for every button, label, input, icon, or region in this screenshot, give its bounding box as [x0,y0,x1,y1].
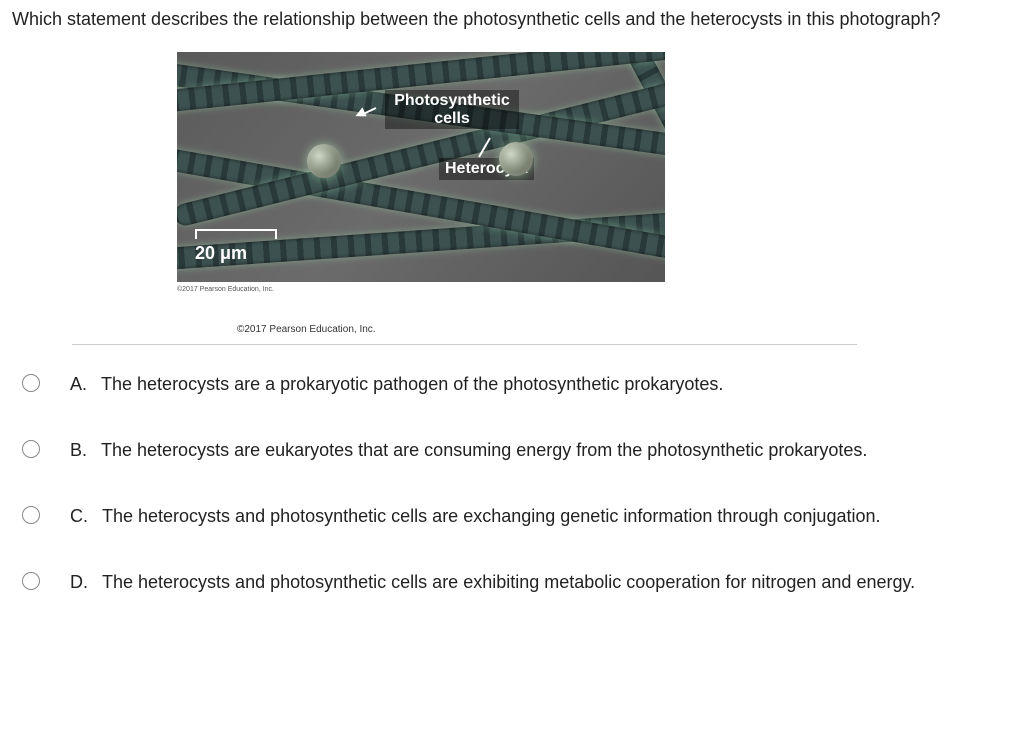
radio-b[interactable] [22,440,40,458]
choice-a: A. The heterocysts are a prokaryotic pat… [12,371,1012,397]
question-text: Which statement describes the relationsh… [12,6,1012,32]
choice-text: The heterocysts are eukaryotes that are … [101,437,992,463]
choice-letter: B. [70,437,87,463]
figure-copyright: ©2017 Pearson Education, Inc. [237,323,1012,338]
choice-d: D. The heterocysts and photosynthetic ce… [12,569,1012,595]
choice-c: C. The heterocysts and photosynthetic ce… [12,503,1012,529]
choice-text: The heterocysts are a prokaryotic pathog… [101,371,992,397]
choice-text: The heterocysts and photosynthetic cells… [102,503,992,529]
divider [72,344,857,345]
scale-text: 20 μm [195,240,277,266]
heterocyst-cell [499,142,533,176]
radio-c[interactable] [22,506,40,524]
choice-b: B. The heterocysts are eukaryotes that a… [12,437,1012,463]
choices-list: A. The heterocysts are a prokaryotic pat… [12,371,1012,595]
choice-letter: A. [70,371,87,397]
choice-text: The heterocysts and photosynthetic cells… [102,569,992,595]
scale-bar: 20 μm [195,229,277,266]
figure-container: Photosynthetic cells Heterocyst 20 μm ©2… [177,52,1012,338]
heterocyst-cell [307,144,341,178]
figure-copyright-tiny: ©2017 Pearson Education, Inc. [177,285,1012,295]
photosynthetic-cells-label: Photosynthetic cells [385,90,519,129]
choice-letter: D. [70,569,88,595]
label-line2: cells [391,110,513,128]
radio-d[interactable] [22,572,40,590]
micrograph-figure: Photosynthetic cells Heterocyst 20 μm [177,52,665,282]
label-line1: Photosynthetic [391,92,513,110]
radio-a[interactable] [22,374,40,392]
scale-bracket [195,229,277,239]
choice-letter: C. [70,503,88,529]
